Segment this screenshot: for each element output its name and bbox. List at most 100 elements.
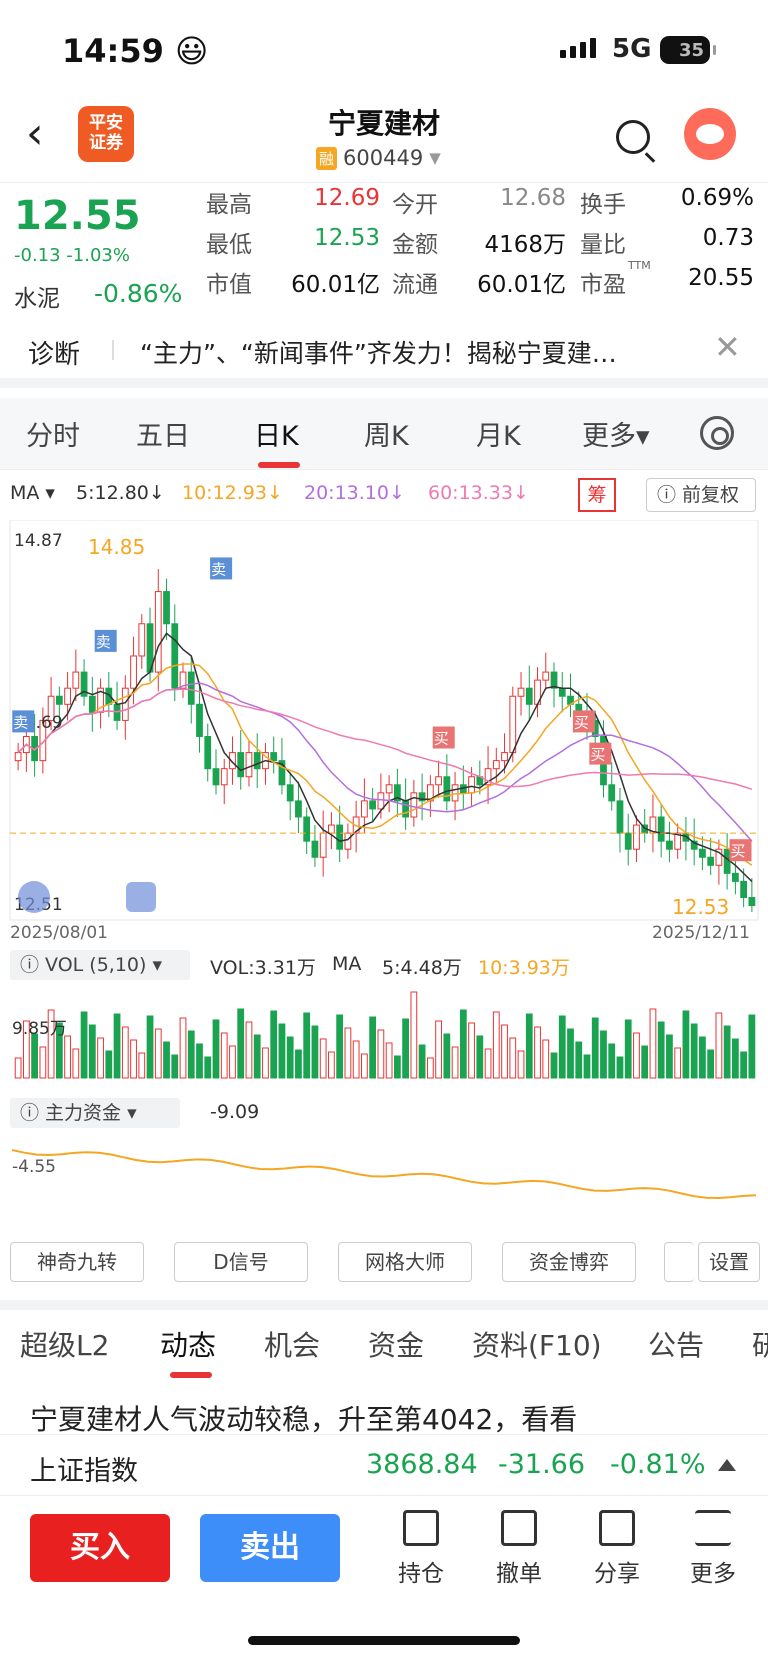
share-button[interactable]: 分享 (582, 1510, 652, 1588)
volume-bar (138, 1052, 146, 1079)
positions-button[interactable]: 持仓 (386, 1510, 456, 1588)
capital-selector[interactable]: ⓘ 主力资金 ▾ (10, 1098, 180, 1128)
tab-monthly-k[interactable]: 月K (476, 421, 521, 452)
sell-button[interactable]: 卖出 (200, 1514, 340, 1582)
tab-f10[interactable]: 资料(F10) (472, 1329, 602, 1362)
cancel-order-button[interactable]: 撤单 (484, 1510, 554, 1588)
field-value: 12.69 (314, 185, 380, 211)
stock-code: 600449 (343, 146, 424, 170)
search-icon[interactable] (616, 120, 650, 154)
candle (369, 800, 377, 810)
volume-bar (14, 1057, 22, 1079)
gear-icon[interactable] (700, 416, 734, 450)
back-icon[interactable]: ‹ (26, 108, 44, 159)
volume-bar (624, 1019, 632, 1079)
capital-chart[interactable]: -4.55 (0, 1130, 768, 1230)
tool-button-partial[interactable] (664, 1242, 694, 1282)
tool-button[interactable]: 网格大师 (338, 1242, 472, 1282)
adjust-mode-button[interactable]: ⓘ 前复权 (646, 478, 756, 512)
kline-chart[interactable]: 14.87 13.69 12.51 14.85 12.53 2025/08/01… (0, 519, 768, 943)
volume-bar (319, 1038, 327, 1079)
candle (64, 687, 71, 705)
volume-bar (459, 1009, 467, 1079)
ma-selector[interactable]: MA ▾ (10, 482, 55, 504)
volume-bar (657, 1021, 665, 1079)
assistant-avatar[interactable] (684, 108, 736, 160)
more-button[interactable]: 更多 (678, 1510, 748, 1588)
volume-bar (468, 1022, 475, 1079)
home-indicator (248, 1636, 520, 1645)
candle (121, 687, 129, 721)
candle (492, 760, 500, 770)
candle (633, 824, 640, 850)
volume-chart[interactable]: 9.85万 (0, 982, 768, 1082)
tab-weekly-k[interactable]: 周K (364, 421, 409, 452)
close-icon[interactable]: ✕ (714, 328, 741, 366)
volume-selector[interactable]: ⓘ VOL (5,10) ▾ (10, 950, 190, 980)
price-change: -0.13 -1.03% (14, 245, 130, 266)
chevron-up-icon[interactable] (718, 1459, 736, 1471)
candle (237, 752, 245, 778)
trade-bar: 买入 卖出 持仓 撤单 分享 更多 (0, 1496, 768, 1616)
candle (501, 752, 508, 762)
tab-more[interactable]: 更多▾ (582, 421, 650, 452)
tab-research[interactable]: 研 (752, 1329, 768, 1362)
candle (138, 623, 146, 657)
collapse-icon[interactable] (18, 881, 50, 913)
volume-bar (97, 1037, 104, 1079)
sector-name[interactable]: 水泥 (14, 286, 60, 312)
volume-bar (410, 991, 418, 1079)
stock-code-selector[interactable]: 融 600449 ▼ (316, 146, 441, 170)
tab-news-feed[interactable]: 动态 (160, 1329, 217, 1362)
chip-distribution-button[interactable]: 筹 (578, 478, 616, 512)
candle (171, 623, 179, 689)
field-label: 最高 (206, 192, 252, 218)
candle (344, 832, 352, 850)
volume-bar (748, 1014, 756, 1079)
field-label: 流通 (392, 272, 438, 298)
candle (732, 872, 739, 882)
tool-button[interactable]: 神奇九转 (10, 1242, 144, 1282)
kline-svg[interactable]: 14.87 13.69 12.51 14.85 12.53 2025/08/01… (0, 519, 768, 943)
volume-bar (616, 1056, 624, 1079)
share-icon (599, 1510, 635, 1546)
tool-button[interactable]: 资金博弈 (502, 1242, 636, 1282)
sell-signal-text: 卖 (13, 713, 28, 731)
diagnosis-text[interactable]: “主力”、“新闻事件”齐发力！揭秘宁夏建… (140, 339, 617, 368)
expand-icon[interactable] (126, 882, 156, 912)
volume-bar (278, 1023, 286, 1079)
sector-change[interactable]: -0.86% (94, 279, 183, 308)
field-label: 今开 (392, 192, 438, 218)
field-value: 0.73 (702, 225, 754, 251)
tab-opportunity[interactable]: 机会 (264, 1329, 321, 1362)
tool-button[interactable]: D信号 (174, 1242, 308, 1282)
candle (220, 768, 228, 786)
chart-period-tabs: 分时 五日 日K 周K 月K 更多▾ (0, 398, 768, 470)
candle (443, 776, 451, 802)
candle (212, 768, 220, 786)
volume-bar (732, 1038, 739, 1079)
tab-five-day[interactable]: 五日 (136, 421, 190, 452)
capital-line (11, 1149, 757, 1200)
candle (690, 840, 698, 850)
candle (311, 840, 319, 858)
settings-button[interactable]: 设置 (698, 1242, 760, 1282)
diagnosis-banner[interactable]: 诊断 “主力”、“新闻事件”齐发力！揭秘宁夏建… ✕ (0, 318, 768, 388)
candle (303, 816, 311, 842)
volume-bar (583, 1054, 591, 1079)
tab-capital[interactable]: 资金 (368, 1329, 425, 1362)
index-ticker[interactable]: 上证指数 3868.84 -31.66 -0.81% (0, 1434, 768, 1496)
tab-daily-k[interactable]: 日K (254, 421, 299, 452)
tab-super-l2[interactable]: 超级L2 (20, 1329, 110, 1362)
news-headline[interactable]: 宁夏建材人气波动较稳，升至第4042，看看 (30, 1403, 578, 1436)
candle (80, 671, 88, 697)
tab-intraday[interactable]: 分时 (26, 421, 80, 452)
buy-signal-badge (729, 839, 752, 862)
candle (666, 840, 673, 850)
tab-announcement[interactable]: 公告 (648, 1329, 705, 1362)
buy-button[interactable]: 买入 (30, 1514, 170, 1582)
divider (112, 340, 114, 360)
volume-bar (80, 1011, 88, 1079)
buy-signal-text: 买 (731, 842, 746, 860)
candle (402, 800, 409, 818)
